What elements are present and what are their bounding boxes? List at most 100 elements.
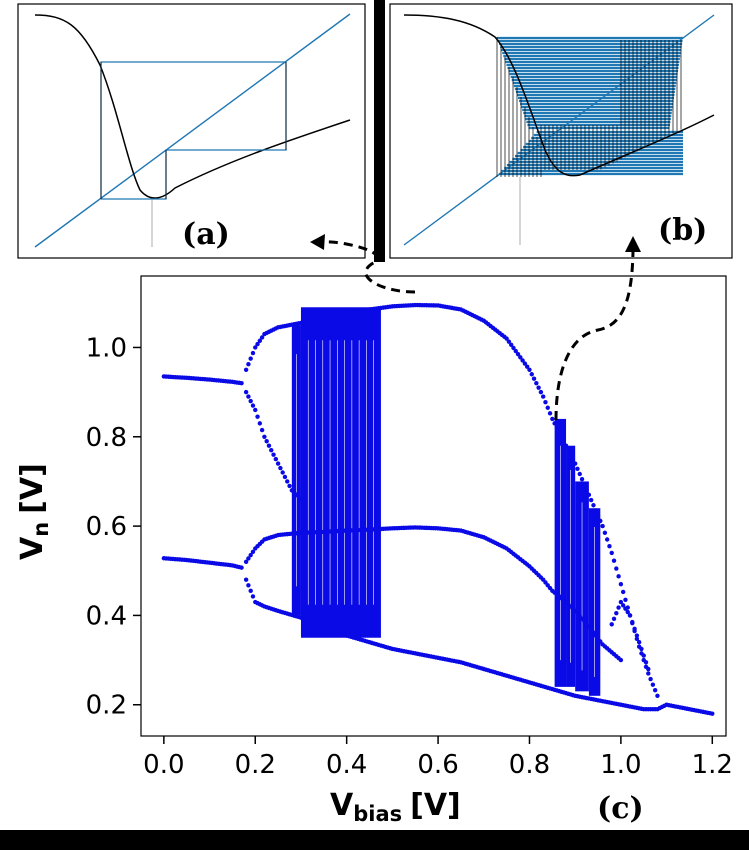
data-point [625, 609, 630, 615]
panel-b-frame [389, 3, 733, 259]
data-point [616, 574, 621, 579]
data-point [652, 688, 658, 693]
panel-b: (b) [385, 0, 749, 262]
plot-frame [140, 275, 727, 737]
y-tick-label: 0.2 [86, 691, 127, 721]
data-point [545, 405, 550, 410]
arrow-to-panel-b-head [625, 236, 641, 252]
data-point [282, 474, 288, 480]
data-point [262, 434, 267, 439]
data-point [586, 492, 592, 498]
data-point [609, 622, 614, 627]
data-point [566, 447, 571, 453]
data-point [246, 556, 251, 561]
x-tick-label: 0.6 [417, 750, 458, 780]
data-point [285, 479, 290, 484]
data-point [518, 355, 523, 360]
data-point [266, 443, 272, 448]
data-point [243, 559, 249, 565]
data-point [620, 603, 626, 608]
y-tick-label: 0.6 [86, 512, 127, 542]
data-point [264, 439, 269, 444]
data-point [604, 537, 610, 542]
data-point [511, 345, 516, 351]
data-point [278, 465, 283, 471]
panel-a-label: (a) [182, 217, 230, 252]
data-point [598, 639, 603, 644]
y-axis-label: Vn[V] [15, 463, 53, 560]
data-point [257, 338, 263, 343]
data-point [248, 398, 253, 404]
data-point [593, 633, 598, 638]
data-point [623, 606, 628, 611]
panel-a-identity-line [34, 13, 351, 248]
panel-a-frame [17, 3, 366, 259]
data-point [641, 653, 646, 658]
data-point [253, 407, 258, 413]
data-point [618, 657, 624, 663]
data-point [250, 350, 256, 356]
data-point [648, 676, 653, 682]
data-point [595, 636, 601, 641]
data-point [269, 447, 274, 453]
data-point [586, 624, 592, 629]
data-point [607, 543, 612, 549]
data-point [614, 566, 619, 571]
arrow-to-panel-b [554, 251, 635, 421]
data-point [602, 530, 608, 535]
x-tick-label: 0.0 [143, 750, 184, 780]
data-point [593, 508, 598, 513]
data-point [257, 421, 263, 426]
data-point [554, 425, 560, 431]
data-point [616, 605, 621, 610]
x-tick-label: 0.8 [509, 750, 550, 780]
data-point [563, 443, 569, 448]
data-point [646, 666, 651, 672]
x-tick-label: 0.2 [235, 750, 276, 780]
panel-c-label: (c) [597, 791, 644, 826]
data-point [529, 372, 534, 377]
x-tick-label: 1.2 [692, 750, 733, 780]
panel-a-map-curve [34, 14, 351, 199]
data-point [513, 348, 518, 354]
data-point [552, 421, 557, 426]
data-point [243, 389, 249, 395]
data-point [579, 477, 585, 482]
data-point [611, 616, 617, 621]
data-point [572, 461, 578, 466]
data-point [246, 362, 251, 367]
data-point [524, 364, 530, 369]
data-point [298, 497, 304, 502]
data-point [271, 452, 276, 457]
data-point [595, 513, 601, 518]
data-point [239, 380, 244, 386]
panel-c: 0.0 0.2 0.4 0.6 0.8 1.0 1.2 0.2 0.4 0.6 0.8 1.0 Vb… [0, 234, 749, 830]
data-point [634, 633, 640, 638]
data-point [259, 335, 265, 340]
bifurcation-points [161, 302, 715, 716]
data-point [598, 518, 603, 524]
data-point [259, 427, 265, 433]
panel-b-cobweb [496, 36, 683, 177]
panel-a: (a) [0, 0, 374, 262]
bottom-black-strip [0, 830, 749, 850]
data-point [255, 414, 260, 419]
data-point [618, 581, 624, 587]
data-point [627, 613, 633, 618]
data-point [273, 456, 279, 462]
data-point [639, 646, 644, 652]
data-point [570, 456, 576, 462]
data-point [561, 439, 566, 444]
data-point [253, 345, 258, 350]
data-point [540, 394, 546, 399]
data-point [550, 416, 555, 422]
y-tick-label: 1.0 [86, 333, 127, 363]
data-point [614, 610, 619, 616]
data-point [630, 619, 635, 625]
data-point [527, 367, 532, 372]
data-point [243, 367, 249, 372]
data-point [646, 671, 651, 676]
data-point [506, 339, 512, 344]
data-point [534, 380, 539, 386]
